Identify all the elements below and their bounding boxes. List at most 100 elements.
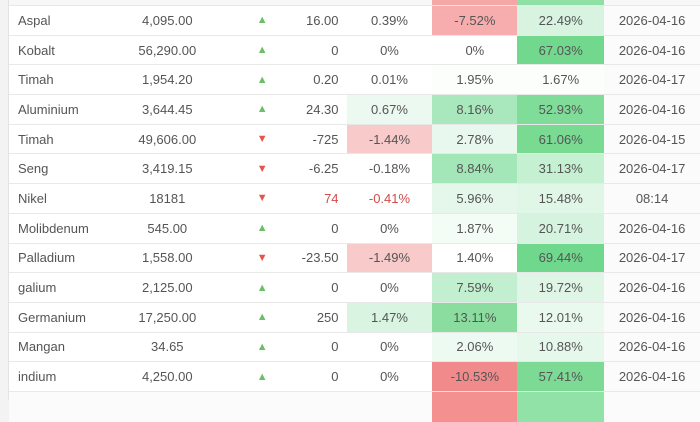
date-value: 2026-04-16 [604, 362, 700, 391]
commodity-name: Aluminium [18, 101, 79, 117]
commodity-name: galium [18, 280, 57, 296]
percent-2-value: 1.95% [432, 65, 518, 95]
change-value: 74 [324, 190, 339, 206]
change-value: 0 [331, 280, 339, 296]
commodity-name: Aspal [18, 12, 51, 28]
table-row[interactable]: Seng 3,419.15 ▼ -6.25 -0.18% 8.84% 31.13% 2026-… [9, 154, 700, 185]
percent-3-value: 20.71% [517, 213, 605, 243]
price-value: 1,558.00 [141, 250, 193, 266]
price-value: 56,290.00 [138, 42, 197, 58]
price-cell [105, 0, 230, 5]
date-cell [604, 391, 700, 422]
percent-3-cell [517, 391, 605, 422]
trend-up-icon: ▲ [256, 73, 268, 86]
price-cell [105, 392, 230, 422]
commodity-name-cell [9, 392, 105, 422]
table-row[interactable]: Aluminium 3,644.45 ▲ 24.30 0.67% 8.16% 52.93% 2… [9, 95, 700, 125]
date-value: 2026-04-16 [604, 213, 700, 243]
percent-2-cell [432, 391, 518, 422]
date-value: 08:14 [604, 184, 700, 213]
date-value: 2026-04-17 [604, 154, 700, 184]
trend-down-icon: ▼ [256, 192, 268, 205]
percent-1-value: -0.18% [368, 161, 411, 177]
table-row[interactable]: Mangan 34.65 ▲ 0 0% 2.06% 10.88% 2026-04-16 [9, 332, 700, 363]
table-row[interactable]: Aspal 4,095.00 ▲ 16.00 0.39% -7.52% 22.49% 2026… [9, 6, 700, 36]
percent-3-value: 61.06% [517, 124, 605, 154]
table-row-partial-top [9, 0, 700, 6]
trend-up-icon: ▲ [256, 370, 268, 383]
percent-2-value: 8.84% [432, 154, 518, 184]
trend-down-icon: ▼ [256, 133, 268, 146]
commodity-name-cell [9, 0, 105, 5]
percent-3-value: 22.49% [517, 6, 605, 35]
percent-1-value: -0.41% [368, 190, 411, 206]
table-row[interactable]: Palladium 1,558.00 ▼ -23.50 -1.49% 1.40% 69.44… [9, 243, 700, 274]
percent-1-value: 0% [380, 220, 399, 236]
commodity-name: Kobalt [18, 42, 55, 58]
trend-up-icon: ▲ [256, 281, 268, 294]
percent-1-value: 1.47% [346, 302, 433, 332]
percent-2-value: -10.53% [432, 362, 518, 391]
commodity-name: Palladium [18, 250, 76, 266]
commodity-name: Mangan [18, 339, 65, 355]
table-row[interactable]: Molibdenum 545.00 ▲ 0 0% 1.87% 20.71% 2026-04-1… [9, 213, 700, 244]
date-value: 2026-04-17 [604, 65, 700, 95]
percent-3-value: 52.93% [517, 95, 605, 124]
percent-2-cell [432, 0, 518, 5]
price-value: 49,606.00 [138, 131, 197, 147]
percent-3-value: 19.72% [517, 273, 605, 302]
percent-1-value: 0% [380, 339, 399, 355]
percent-1-cell [346, 0, 433, 5]
change-value: -725 [312, 131, 339, 147]
price-value: 4,250.00 [141, 369, 193, 385]
price-value: 3,419.15 [141, 161, 193, 177]
table-row[interactable]: galium 2,125.00 ▲ 0 0% 7.59% 19.72% 2026-04-16 [9, 273, 700, 303]
table-row[interactable]: Timah 1,954.20 ▲ 0.20 0.01% 1.95% 1.67% 2026-04… [9, 65, 700, 96]
commodity-name: Nikel [18, 190, 47, 206]
percent-1-value: 0.01% [371, 72, 408, 88]
percent-2-value: 8.16% [432, 95, 518, 124]
commodity-name: Seng [18, 161, 49, 177]
percent-3-value: 15.48% [517, 184, 605, 213]
change-value: -6.25 [308, 161, 339, 177]
price-value: 4,095.00 [141, 12, 193, 28]
change-value: 0 [331, 220, 339, 236]
percent-3-cell [517, 0, 605, 5]
percent-1-value: 0.67% [346, 95, 433, 124]
trend-cell [230, 392, 295, 422]
change-value: 0.20 [313, 72, 339, 88]
date-value: 2026-04-15 [604, 124, 700, 154]
percent-3-value: 69.44% [517, 243, 605, 273]
change-cell [295, 0, 347, 5]
change-cell [295, 392, 347, 422]
change-value: 24.30 [305, 101, 339, 117]
trend-up-icon: ▲ [256, 14, 268, 27]
table-row[interactable]: Germanium 17,250.00 ▲ 250 1.47% 13.11% 12.01% 2… [9, 302, 700, 333]
change-value: -23.50 [301, 250, 339, 266]
price-value: 34.65 [151, 339, 184, 355]
trend-up-icon: ▲ [256, 340, 268, 353]
trend-up-icon: ▲ [256, 311, 268, 324]
table-row[interactable]: indium 4,250.00 ▲ 0 0% -10.53% 57.41% 2026-04-1… [9, 362, 700, 392]
percent-3-value: 10.88% [517, 332, 605, 362]
table-body: Aspal 4,095.00 ▲ 16.00 0.39% -7.52% 22.49% 2026… [9, 6, 700, 392]
commodity-name: indium [18, 369, 57, 385]
table-row-partial-bottom [9, 391, 700, 422]
price-value: 18181 [149, 190, 186, 206]
percent-2-value: -7.52% [432, 6, 518, 35]
table-row[interactable]: Timah 49,606.00 ▼ -725 -1.44% 2.78% 61.06% 2026… [9, 124, 700, 155]
percent-3-value: 12.01% [517, 302, 605, 332]
table-row[interactable]: Nikel 18181 ▼ 74 -0.41% 5.96% 15.48% 08:14 [9, 184, 700, 214]
percent-2-value: 7.59% [432, 273, 518, 302]
commodity-name: Germanium [18, 309, 86, 325]
change-value: 16.00 [305, 12, 339, 28]
date-cell [604, 0, 700, 5]
percent-1-value: -1.44% [346, 124, 433, 154]
percent-3-value: 31.13% [517, 154, 605, 184]
percent-2-value: 1.87% [432, 213, 518, 243]
price-value: 3,644.45 [141, 101, 193, 117]
percent-3-value: 57.41% [517, 362, 605, 391]
table-row[interactable]: Kobalt 56,290.00 ▲ 0 0% 0% 67.03% 2026-04-16 [9, 35, 700, 66]
date-value: 2026-04-17 [604, 243, 700, 273]
change-value: 250 [316, 309, 339, 325]
